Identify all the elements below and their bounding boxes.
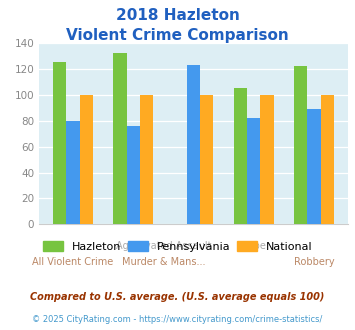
Bar (260, 95, 274, 224)
Text: All Violent Crime: All Violent Crime (32, 257, 114, 267)
Text: Aggravated Assault: Aggravated Assault (116, 241, 211, 251)
Text: © 2025 CityRating.com - https://www.cityrating.com/crime-statistics/: © 2025 CityRating.com - https://www.city… (32, 315, 323, 324)
Text: Compared to U.S. average. (U.S. average equals 100): Compared to U.S. average. (U.S. average … (30, 292, 325, 302)
Bar (321, 95, 334, 224)
Bar (307, 109, 321, 224)
Bar (234, 88, 247, 224)
Bar (127, 126, 140, 224)
Text: Murder & Mans...: Murder & Mans... (122, 257, 205, 267)
Bar (66, 121, 80, 224)
Text: 2018 Hazleton: 2018 Hazleton (116, 8, 239, 23)
Bar (113, 53, 127, 224)
Legend: Hazleton, Pennsylvania, National: Hazleton, Pennsylvania, National (38, 237, 317, 256)
Bar (187, 65, 200, 224)
Text: Rape: Rape (241, 241, 266, 251)
Bar (247, 118, 260, 224)
Bar (200, 95, 213, 224)
Bar (140, 95, 153, 224)
Bar (294, 66, 307, 224)
Text: Violent Crime Comparison: Violent Crime Comparison (66, 28, 289, 43)
Bar (53, 62, 66, 224)
Bar (80, 95, 93, 224)
Text: Robbery: Robbery (294, 257, 334, 267)
